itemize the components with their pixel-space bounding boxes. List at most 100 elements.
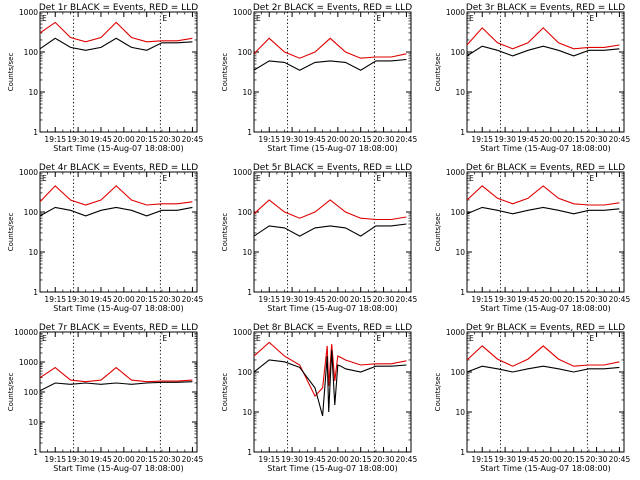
detector-panel: Det 2r BLACK = Events, RED = LLD 1 10 100 10… — [221, 3, 417, 153]
y-tick-label: 100 — [238, 208, 253, 217]
x-tick-label: 20:00 — [113, 135, 135, 144]
marker-label: E — [589, 174, 594, 183]
events-rate-line — [253, 350, 407, 417]
panel-title: Det 8r BLACK = Events, RED = LLD — [253, 323, 412, 333]
detector-panel: Det 1r BLACK = Events, RED = LLD 1 10 100 10… — [7, 3, 203, 153]
y-tick-label: 1000 — [446, 168, 465, 177]
x-axis-label: Start Time (15-Aug-07 18:08:00) — [53, 304, 184, 313]
y-tick-label: 1000 — [446, 8, 465, 17]
events-rate-line — [466, 365, 620, 373]
x-tick-label: 19:15 — [471, 295, 493, 304]
panel-title: Det 6r BLACK = Events, RED = LLD — [466, 163, 625, 173]
x-tick-label: 19:45 — [517, 455, 539, 464]
x-tick-label: 20:30 — [373, 455, 395, 464]
marker-label: E — [469, 14, 474, 23]
events-rate-line — [39, 206, 193, 217]
y-tick-label: 1 — [33, 288, 38, 297]
x-tick-label: 19:30 — [494, 135, 516, 144]
x-tick-label: 20:15 — [136, 455, 158, 464]
x-tick-label: 20:15 — [563, 135, 585, 144]
x-tick-label: 19:30 — [494, 455, 516, 464]
plot-frame — [253, 11, 412, 133]
x-tick-label: 19:15 — [258, 135, 280, 144]
lld-rate-line — [466, 185, 620, 206]
y-tick-label: 10 — [455, 248, 465, 257]
y-tick-label: 100 — [24, 208, 39, 217]
x-tick-label: 20:45 — [182, 455, 204, 464]
x-tick-label: 20:15 — [350, 295, 372, 304]
y-axis-label: Counts/sec — [434, 373, 442, 412]
x-tick-label: 20:15 — [563, 455, 585, 464]
y-axis-label: Counts/sec — [221, 213, 229, 252]
detector-panel: Det 8r BLACK = Events, RED = LLD 1 10 100 10… — [221, 323, 417, 473]
x-tick-label: 19:45 — [517, 295, 539, 304]
y-axis-label: Counts/sec — [221, 53, 229, 92]
lld-rate-line — [253, 199, 407, 221]
y-tick-label: 10 — [455, 408, 465, 417]
x-tick-label: 19:15 — [258, 455, 280, 464]
marker-label: E — [589, 334, 594, 343]
x-tick-label: 19:15 — [44, 455, 66, 464]
y-tick-label: 1 — [33, 128, 38, 137]
x-tick-label: 20:30 — [586, 295, 608, 304]
x-tick-label: 20:00 — [540, 135, 562, 144]
marker-label: E — [376, 14, 381, 23]
x-tick-label: 20:00 — [327, 455, 349, 464]
events-rate-line — [39, 37, 193, 51]
x-tick-label: 20:30 — [586, 455, 608, 464]
x-tick-label: 20:30 — [373, 135, 395, 144]
x-tick-label: 20:45 — [609, 135, 631, 144]
x-tick-label: 19:45 — [90, 295, 112, 304]
x-tick-label: 19:45 — [90, 135, 112, 144]
x-tick-label: 19:30 — [67, 135, 89, 144]
x-tick-label: 20:15 — [563, 295, 585, 304]
x-tick-label: 20:30 — [373, 295, 395, 304]
x-axis-label: Start Time (15-Aug-07 18:08:00) — [267, 144, 398, 153]
x-tick-label: 20:15 — [136, 295, 158, 304]
plot-frame — [39, 171, 198, 293]
x-axis-label: Start Time (15-Aug-07 18:08:00) — [53, 464, 184, 473]
marker-label: E — [256, 334, 261, 343]
x-axis-label: Start Time (15-Aug-07 18:08:00) — [480, 304, 611, 313]
lld-rate-line — [466, 345, 620, 367]
y-tick-label: 1000 — [233, 168, 252, 177]
plot-frame — [39, 331, 198, 453]
x-axis-label: Start Time (15-Aug-07 18:08:00) — [480, 464, 611, 473]
x-tick-label: 20:15 — [350, 135, 372, 144]
x-tick-label: 20:45 — [396, 135, 418, 144]
y-axis-label: Counts/sec — [7, 53, 15, 92]
plot-frame — [253, 331, 412, 453]
x-tick-label: 19:30 — [281, 135, 303, 144]
detector-panel: Det 6r BLACK = Events, RED = LLD 1 10 100 10… — [434, 163, 630, 313]
x-tick-label: 20:00 — [327, 135, 349, 144]
y-axis-label: Counts/sec — [434, 213, 442, 252]
panel-title: Det 1r BLACK = Events, RED = LLD — [39, 3, 198, 13]
plot-frame — [466, 11, 625, 133]
y-axis-label: Counts/sec — [434, 53, 442, 92]
x-tick-label: 19:45 — [304, 455, 326, 464]
marker-label: E — [42, 14, 47, 23]
panel-title: Det 5r BLACK = Events, RED = LLD — [253, 163, 412, 173]
marker-label: E — [42, 334, 47, 343]
lld-rate-line — [466, 27, 620, 50]
x-tick-label: 20:00 — [540, 455, 562, 464]
marker-label: E — [162, 334, 167, 343]
x-tick-label: 19:15 — [44, 295, 66, 304]
y-tick-label: 1000 — [446, 328, 465, 337]
marker-label: E — [256, 174, 261, 183]
plot-frame — [466, 331, 625, 453]
x-axis-label: Start Time (15-Aug-07 18:08:00) — [480, 144, 611, 153]
panel-title: Det 9r BLACK = Events, RED = LLD — [466, 323, 625, 333]
x-tick-label: 19:15 — [471, 455, 493, 464]
y-tick-label: 10 — [242, 88, 252, 97]
x-tick-label: 19:30 — [281, 455, 303, 464]
lld-rate-line — [253, 37, 407, 59]
events-rate-line — [466, 45, 620, 57]
y-tick-label: 100 — [24, 48, 39, 57]
marker-label: E — [376, 174, 381, 183]
events-rate-line — [39, 381, 193, 392]
panel-title: Det 7r BLACK = Events, RED = LLD — [39, 323, 198, 333]
lld-rate-line — [39, 185, 193, 206]
panel-title: Det 4r BLACK = Events, RED = LLD — [39, 163, 198, 173]
